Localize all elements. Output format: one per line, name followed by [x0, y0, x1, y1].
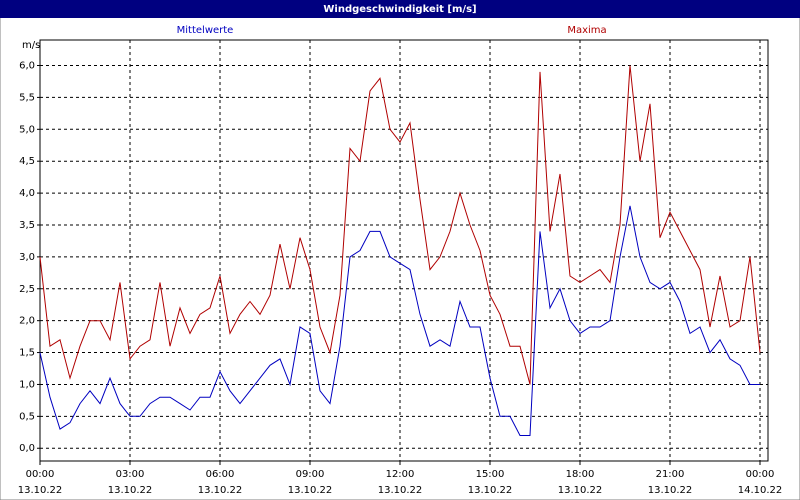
x-tick-label: 18:00 — [566, 469, 595, 480]
legend: Mittelwerte Maxima — [177, 25, 607, 36]
series-line — [39, 205, 760, 436]
x-tick-label: 03:00 — [116, 469, 145, 480]
y-tick-label: 5,0 — [19, 124, 35, 135]
y-tick-label: 4,5 — [19, 156, 35, 167]
legend-label: Maxima — [567, 25, 606, 36]
x-tick-date: 13.10.22 — [18, 485, 63, 496]
x-tick-date: 13.10.22 — [648, 485, 693, 496]
x-tick-label: 21:00 — [656, 469, 685, 480]
title-bar — [0, 0, 800, 18]
chart-title: Windgeschwindigkeit [m/s] — [323, 4, 476, 15]
y-tick-label: 0,5 — [19, 411, 35, 422]
y-tick-label: 2,0 — [19, 316, 35, 327]
y-tick-label: 5,5 — [19, 92, 35, 103]
x-tick-label: 00:00 — [26, 469, 55, 480]
x-tick-label: 12:00 — [386, 469, 415, 480]
x-tick-date: 13.10.22 — [288, 485, 333, 496]
x-tick-date: 13.10.22 — [468, 485, 513, 496]
x-tick-label: 06:00 — [206, 469, 235, 480]
y-tick-label: 4,0 — [19, 188, 35, 199]
x-tick-label: 00:00 — [746, 469, 775, 480]
x-tick-date: 13.10.22 — [378, 485, 423, 496]
series-line — [39, 65, 761, 385]
x-tick-date: 13.10.22 — [558, 485, 603, 496]
x-tick-label: 15:00 — [476, 469, 505, 480]
x-tick-label: 09:00 — [296, 469, 325, 480]
x-tick-date: 13.10.22 — [108, 485, 153, 496]
y-tick-label: 0,0 — [19, 443, 35, 454]
y-tick-label: 3,5 — [19, 220, 35, 231]
y-axis-label: m/s — [22, 40, 40, 51]
x-tick-date: 13.10.22 — [198, 485, 243, 496]
y-tick-label: 1,5 — [19, 348, 35, 359]
x-tick-date: 14.10.22 — [738, 485, 783, 496]
y-tick-label: 3,0 — [19, 252, 35, 263]
y-tick-label: 1,0 — [19, 379, 35, 390]
y-tick-label: 2,5 — [19, 284, 35, 295]
y-tick-label: 6,0 — [19, 61, 35, 72]
legend-label: Mittelwerte — [177, 25, 234, 36]
